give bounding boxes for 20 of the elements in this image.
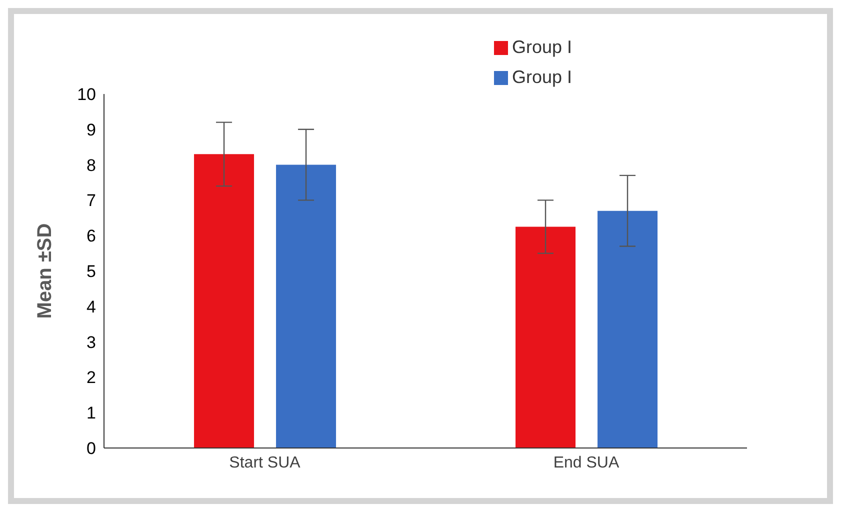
bar [516,226,576,448]
y-tick-label: 9 [86,120,96,140]
y-tick-label: 8 [86,156,96,175]
y-tick-label: 10 [77,85,96,104]
bar [598,210,658,448]
bar [194,154,254,448]
x-tick-label: End SUA [553,454,620,472]
y-tick-label: 4 [86,297,96,316]
y-tick-label: 2 [86,368,96,388]
y-tick-label: 1 [86,404,96,423]
y-tick-label: 7 [86,191,96,210]
x-tick-label: Start SUA [229,454,301,472]
y-tick-label: 0 [86,439,96,458]
legend-label: Group I [512,37,572,57]
y-tick-label: 6 [86,226,96,246]
y-tick-label: 5 [86,262,96,282]
y-axis-title: Mean ±SD [34,223,56,319]
y-tick-label: 3 [86,332,96,352]
bar [276,164,336,448]
legend-label: Group I [512,67,572,87]
